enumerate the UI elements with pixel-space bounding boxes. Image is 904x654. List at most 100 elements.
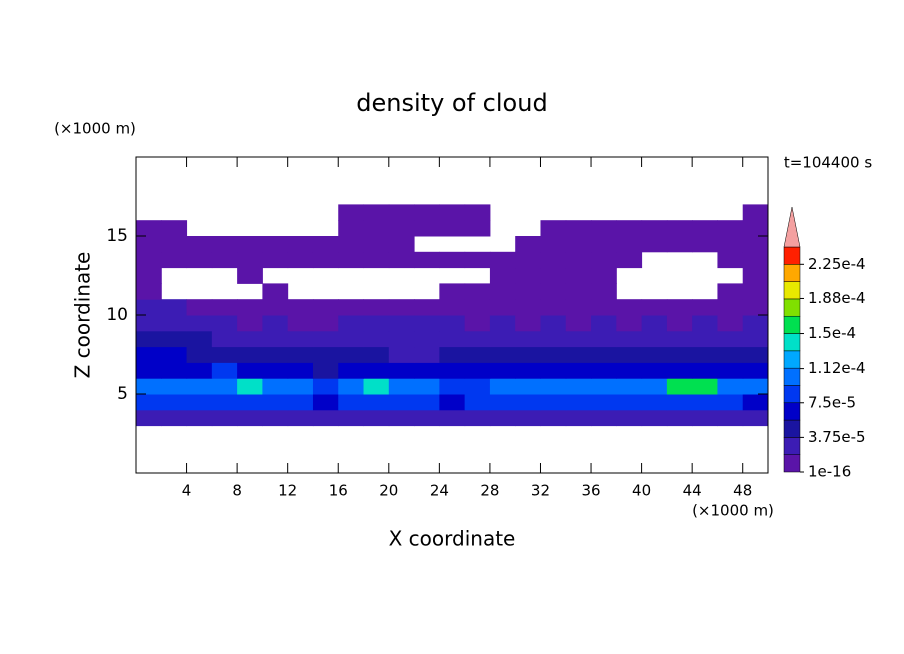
contour-cell [186,330,213,348]
colorbar-band [783,281,801,300]
colorbar-band [783,402,801,421]
colorbar-band [783,437,801,455]
contour-cell [186,409,213,427]
contour-cell [136,394,162,411]
contour-cell [489,299,516,316]
contour-cell [692,299,718,316]
contour-cell [464,409,491,427]
contour-cell [515,299,541,316]
contour-cell [439,251,466,269]
contour-cell [237,330,263,348]
contour-cell [717,299,744,316]
contour-cell [641,409,668,427]
contour-cell [161,251,188,269]
contour-field [136,204,769,427]
contour-cell [742,236,769,253]
contour-cell [591,394,617,411]
contour-cell [388,346,415,363]
contour-cell [136,283,162,300]
colorbar-band [783,315,801,334]
contour-cell [616,394,643,411]
contour-cell [186,299,213,316]
chart-title: density of cloud [356,89,547,117]
contour-cell [540,283,567,300]
colorbar-tick-label: 1.12e-4 [808,359,866,377]
colorbar-band [783,385,801,404]
contour-cell [692,330,718,348]
contour-cell [591,409,617,427]
contour-cell [363,204,390,221]
contour-cell [237,362,263,379]
contour-cell [338,251,365,269]
contour-cell [237,299,263,316]
contour-cell [287,299,314,316]
contour-cell [616,251,643,269]
contour-cell [388,409,415,427]
contour-cell [388,394,415,411]
contour-cell [363,394,390,411]
contour-cell [363,236,390,253]
contour-cell [515,378,541,395]
contour-cell [742,220,769,237]
annotation: t=104400 s [784,154,872,172]
contour-cell [312,299,339,316]
contour-cell [692,394,718,411]
contour-cell [287,346,314,363]
contour-cell [237,251,263,269]
contour-cell [161,220,188,237]
contour-cell [717,409,744,427]
contour-cell [489,394,516,411]
contour-cell [666,362,693,379]
contour-cell [414,378,440,395]
contour-cell [591,220,617,237]
contour-cell [338,236,365,253]
contour-cell [489,251,516,269]
contour-cell [161,362,188,379]
contour-cell [717,346,744,363]
contour-cell [186,315,213,332]
contour-cell [540,409,567,427]
colorbar-band [783,298,801,317]
contour-cell [363,220,390,237]
contour-cell [161,378,188,395]
contour-cell [742,362,769,379]
contour-cell [515,409,541,427]
contour-cell [616,330,643,348]
colorbar-band [783,246,801,265]
contour-cell [666,220,693,237]
contour-cell [565,362,592,379]
contour-cell [692,362,718,379]
contour-cell [565,315,592,332]
colorbar-band [783,367,801,386]
contour-cell [489,283,516,300]
contour-cell [666,330,693,348]
contour-cell [464,299,491,316]
x-axis-label: X coordinate [389,527,516,551]
contour-cell [312,394,339,411]
colorbar-extension [783,206,801,248]
contour-cell [136,362,162,379]
contour-cell [186,346,213,363]
contour-cell [464,330,491,348]
contour-cell [388,220,415,237]
contour-cell [414,315,440,332]
contour-cell [742,378,769,395]
contour-cell [287,409,314,427]
contour-cell [540,236,567,253]
contour-cell [388,299,415,316]
contour-cell [515,394,541,411]
contour-cell [186,236,213,253]
contour-cell [616,299,643,316]
contour-cell [464,362,491,379]
contour-cell [591,378,617,395]
contour-cell [515,267,541,284]
contour-cell [717,220,744,237]
contour-cell [312,330,339,348]
contour-cell [742,409,769,427]
contour-cell [616,362,643,379]
contour-cell [666,394,693,411]
contour-cell [591,362,617,379]
contour-cell [591,267,617,284]
